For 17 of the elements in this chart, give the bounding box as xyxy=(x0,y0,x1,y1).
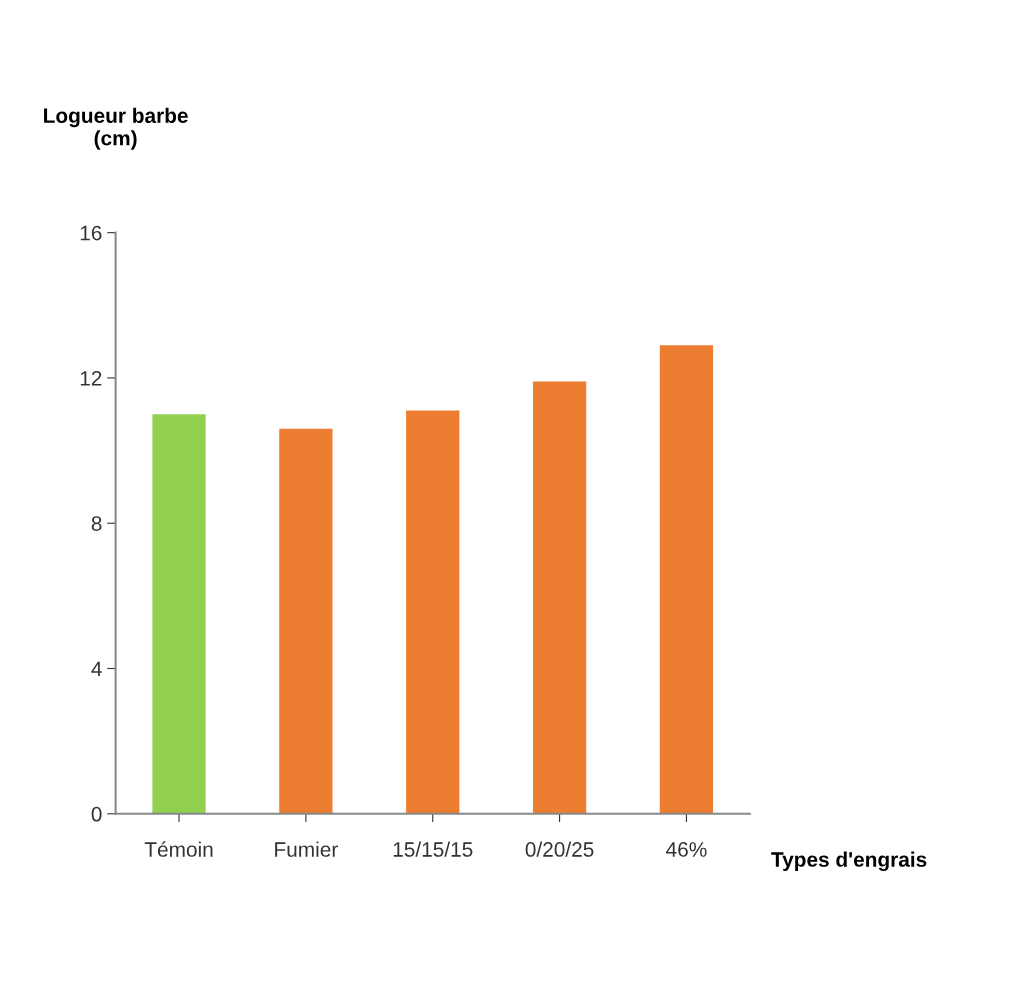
y-tick-label: 0 xyxy=(91,806,102,822)
bar xyxy=(406,410,460,814)
bar xyxy=(532,381,587,814)
x-tick-label: Témoin xyxy=(144,841,213,857)
y-tick-label: 8 xyxy=(91,516,102,531)
x-tick-label: Fumier xyxy=(275,841,338,857)
x-axis-title: Types d'engrais xyxy=(771,851,927,872)
x-tick-label: 15/15/15 xyxy=(393,841,473,857)
y-tick-label: 12 xyxy=(80,370,102,386)
y-tick-label: 4 xyxy=(91,661,102,677)
x-tick-label: 0/20/25 xyxy=(525,841,594,857)
bar xyxy=(152,414,206,814)
bar xyxy=(279,428,333,814)
y-axis-title: Logueur barbe (cm) xyxy=(44,107,188,150)
x-tick-label: 46% xyxy=(666,842,707,857)
y-tick-label: 16 xyxy=(80,225,102,241)
bar xyxy=(659,345,714,814)
